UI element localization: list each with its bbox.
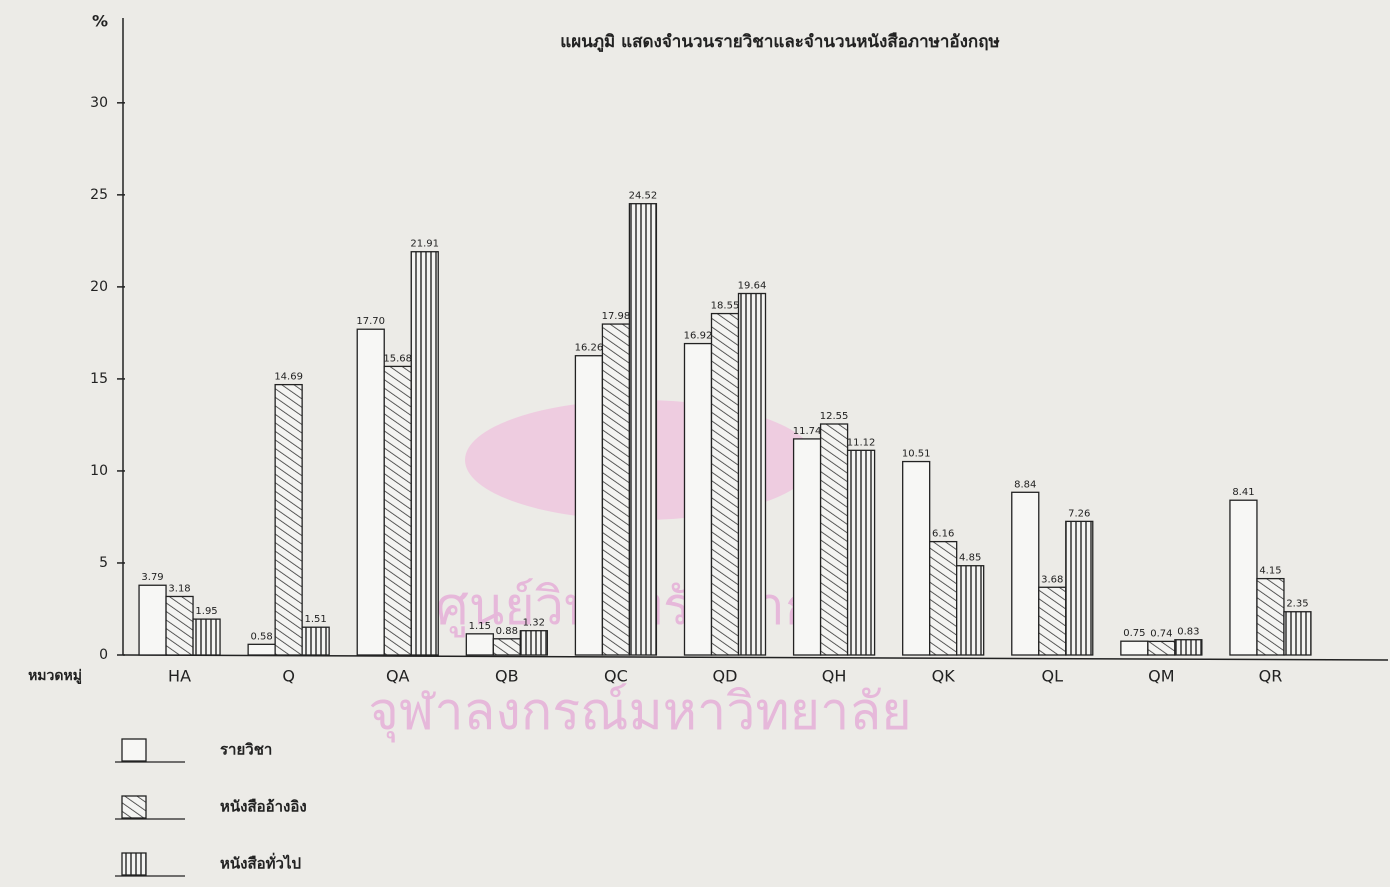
value-label: 0.58 bbox=[251, 631, 273, 642]
bar bbox=[683, 342, 713, 656]
bar bbox=[1038, 586, 1067, 656]
bar bbox=[1065, 520, 1094, 656]
value-label: 0.83 bbox=[1177, 627, 1199, 638]
value-label: 3.68 bbox=[1041, 574, 1063, 585]
value-label: 17.98 bbox=[602, 311, 631, 322]
value-label: 17.70 bbox=[356, 316, 385, 327]
value-label: 15.68 bbox=[383, 353, 412, 364]
value-label: 10.51 bbox=[902, 449, 931, 460]
value-label: 6.16 bbox=[932, 529, 954, 540]
bar bbox=[356, 328, 385, 656]
bar bbox=[819, 423, 849, 656]
bar bbox=[1147, 640, 1176, 656]
value-label: 1.15 bbox=[469, 621, 491, 632]
legend-label: รายวิชา bbox=[220, 741, 272, 759]
x-tick-label: QB bbox=[495, 667, 519, 686]
y-tick-label: 30 bbox=[90, 95, 108, 111]
x-tick-label: QK bbox=[932, 667, 956, 686]
bar bbox=[574, 355, 604, 656]
value-label: 11.74 bbox=[793, 426, 822, 437]
value-label: 8.41 bbox=[1232, 487, 1254, 498]
bar bbox=[792, 438, 822, 656]
value-label: 2.35 bbox=[1286, 599, 1308, 610]
bar bbox=[192, 618, 221, 656]
value-label: 18.55 bbox=[711, 301, 740, 312]
value-label: 14.69 bbox=[274, 372, 303, 383]
bar bbox=[929, 540, 958, 656]
bar bbox=[737, 292, 767, 656]
y-tick-label: 20 bbox=[90, 279, 108, 295]
value-label: 21.91 bbox=[410, 239, 439, 250]
bar bbox=[956, 565, 985, 656]
x-axis bbox=[122, 654, 1389, 661]
y-tick-label: 15 bbox=[90, 371, 108, 387]
value-label: 1.95 bbox=[195, 606, 217, 617]
x-tick-label: QR bbox=[1259, 667, 1283, 686]
legend-swatch bbox=[121, 738, 147, 762]
value-label: 0.88 bbox=[496, 626, 518, 637]
legend-label: หนังสืออ้างอิง bbox=[220, 798, 307, 816]
value-label: 0.75 bbox=[1123, 628, 1145, 639]
value-label: 1.32 bbox=[523, 618, 545, 629]
value-label: 24.52 bbox=[629, 191, 658, 202]
value-label: 11.12 bbox=[847, 437, 876, 448]
y-axis-label: % bbox=[92, 12, 108, 31]
bar bbox=[138, 584, 167, 656]
value-label: 8.84 bbox=[1014, 479, 1036, 490]
legend-label: หนังสือทั่วไป bbox=[220, 853, 301, 873]
value-label: 7.26 bbox=[1068, 508, 1090, 519]
x-tick-label: QM bbox=[1148, 667, 1174, 686]
y-tick-label: 0 bbox=[99, 647, 108, 663]
legend-swatch bbox=[121, 852, 147, 876]
x-axis-label: หมวดหมู่ bbox=[28, 668, 82, 684]
bar bbox=[1283, 611, 1312, 656]
bar bbox=[1011, 491, 1040, 656]
bar bbox=[519, 630, 548, 656]
bar bbox=[274, 383, 303, 656]
bar bbox=[465, 633, 494, 656]
x-tick-label: QC bbox=[604, 667, 628, 686]
bar bbox=[1120, 640, 1149, 656]
value-label: 4.15 bbox=[1259, 566, 1281, 577]
value-label: 4.85 bbox=[959, 553, 981, 564]
y-tick-label: 10 bbox=[90, 463, 108, 479]
watermark: จุฬาลงกรณ์มหาวิทยาลัย bbox=[368, 682, 911, 743]
bar bbox=[1229, 499, 1258, 656]
value-label: 0.74 bbox=[1150, 628, 1172, 639]
bar bbox=[846, 449, 876, 656]
value-label: 12.55 bbox=[820, 411, 849, 422]
value-label: 16.92 bbox=[684, 331, 713, 342]
bar bbox=[1256, 577, 1285, 656]
bar bbox=[902, 460, 931, 656]
y-tick-label: 5 bbox=[99, 555, 108, 571]
x-tick-label: QL bbox=[1042, 667, 1064, 686]
x-tick-label: HA bbox=[168, 667, 191, 686]
bar bbox=[1174, 639, 1203, 656]
x-tick-label: QD bbox=[713, 667, 738, 686]
bar bbox=[628, 203, 658, 656]
bar bbox=[301, 626, 330, 656]
bar bbox=[710, 312, 740, 656]
bar bbox=[492, 638, 521, 656]
bar bbox=[165, 595, 194, 656]
value-label: 3.18 bbox=[168, 583, 190, 594]
value-label: 16.26 bbox=[575, 343, 604, 354]
value-label: 3.79 bbox=[141, 572, 163, 583]
bar bbox=[601, 323, 631, 656]
y-tick-label: 25 bbox=[90, 187, 108, 203]
value-label: 19.64 bbox=[738, 281, 767, 292]
legend-swatch bbox=[121, 795, 147, 819]
value-label: 1.51 bbox=[305, 614, 327, 625]
chart-title: แผนภูมิ แสดงจำนวนรายวิชาและจำนวนหนังสือภ… bbox=[560, 31, 999, 53]
x-tick-label: QH bbox=[822, 667, 847, 686]
bar bbox=[247, 643, 276, 656]
bar bbox=[383, 365, 412, 656]
x-tick-label: QA bbox=[386, 667, 410, 686]
x-tick-label: Q bbox=[282, 667, 295, 686]
bar bbox=[410, 251, 439, 656]
